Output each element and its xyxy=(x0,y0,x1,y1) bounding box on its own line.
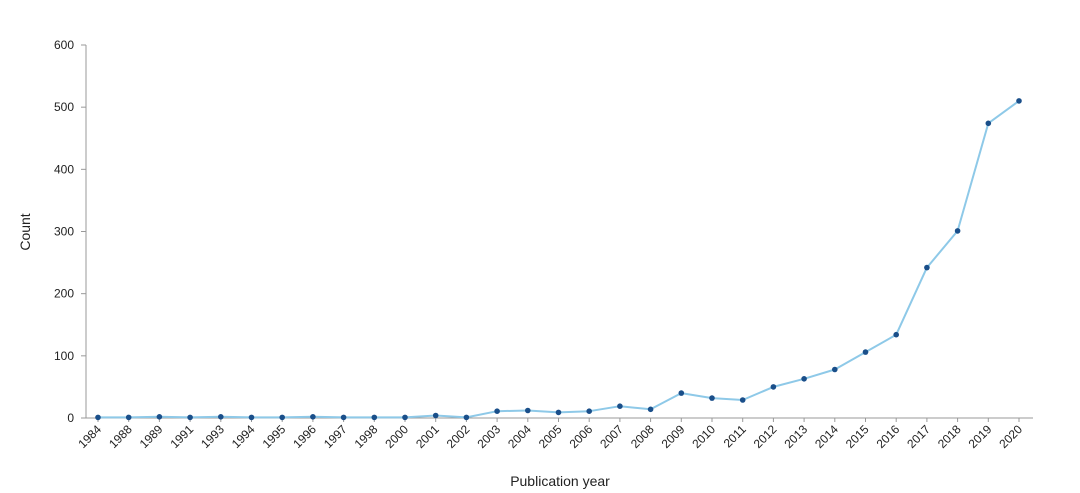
x-tick-label: 2004 xyxy=(505,422,534,451)
x-tick-label: 2019 xyxy=(966,422,995,451)
data-point xyxy=(310,414,316,420)
data-point xyxy=(187,414,193,421)
x-tick-label: 1996 xyxy=(290,422,319,451)
data-point xyxy=(525,407,531,414)
data-point xyxy=(678,390,685,396)
x-tick-label: 2002 xyxy=(444,422,473,451)
x-tick-label: 2005 xyxy=(536,422,565,451)
x-tick-label: 2009 xyxy=(659,422,688,451)
data-point xyxy=(340,414,347,421)
x-tick-label: 2016 xyxy=(874,422,903,451)
y-tick-label: 600 xyxy=(54,38,74,52)
data-point xyxy=(586,408,592,415)
data-point xyxy=(156,414,163,420)
x-tick-label: 2000 xyxy=(382,422,411,451)
data-point xyxy=(985,120,992,127)
data-point xyxy=(432,412,439,419)
data-point xyxy=(95,414,101,421)
x-tick-label: 2015 xyxy=(843,422,872,451)
x-tick-label: 2008 xyxy=(628,422,657,451)
y-tick-label: 400 xyxy=(54,162,74,176)
x-tick-label: 1988 xyxy=(106,422,135,451)
x-tick-label: 1998 xyxy=(352,422,381,451)
axes xyxy=(85,45,1033,419)
x-tick-label: 2010 xyxy=(689,422,718,451)
data-point xyxy=(954,228,961,234)
data-point xyxy=(893,331,899,338)
y-axis-title: Count xyxy=(17,213,33,250)
x-tick-label: 2014 xyxy=(812,422,841,451)
x-tick-label: 1991 xyxy=(167,422,196,451)
x-tick-label: 2013 xyxy=(781,422,810,451)
y-tick-label: 200 xyxy=(54,287,74,301)
y-tick-label: 0 xyxy=(67,411,74,425)
data-point xyxy=(770,384,777,390)
data-point xyxy=(1016,98,1022,104)
x-tick-label: 2020 xyxy=(996,422,1025,451)
series-line xyxy=(98,100,1020,419)
x-tick-label: 1997 xyxy=(321,422,350,451)
x-tick-label: 2006 xyxy=(567,422,596,451)
x-axis-title: Publication year xyxy=(510,473,610,489)
data-point xyxy=(862,349,869,355)
data-point xyxy=(739,397,746,403)
x-tick-label: 1994 xyxy=(229,422,258,451)
data-point xyxy=(924,264,930,271)
data-point xyxy=(279,414,286,421)
x-tick-label: 2018 xyxy=(935,422,964,451)
data-point xyxy=(248,414,255,421)
x-tick-label: 1993 xyxy=(198,422,227,451)
data-point xyxy=(494,408,500,415)
x-tick-label: 1984 xyxy=(75,422,104,451)
data-point xyxy=(617,403,623,410)
y-tick-label: 100 xyxy=(54,349,74,363)
y-tick-label: 500 xyxy=(54,100,74,114)
x-tick-label: 1989 xyxy=(137,422,166,451)
y-axis-ticks: 0 100 200 300 400 500 600 xyxy=(54,38,86,425)
data-point xyxy=(218,414,224,420)
x-tick-label: 2003 xyxy=(474,422,503,451)
x-tick-label: 2001 xyxy=(413,422,442,451)
x-axis-ticks: 1984 1988 1989 1991 1993 1994 1995 1996 1997 1998… xyxy=(75,418,1025,451)
data-point xyxy=(709,395,715,401)
data-point xyxy=(647,406,654,413)
x-tick-label: 2012 xyxy=(751,422,780,451)
data-point xyxy=(555,409,562,416)
data-point xyxy=(832,366,838,373)
x-tick-label: 1995 xyxy=(260,422,289,451)
y-tick-label: 300 xyxy=(54,225,74,239)
data-point xyxy=(371,414,378,421)
x-tick-label: 2011 xyxy=(721,422,749,450)
data-point xyxy=(801,376,807,382)
data-point xyxy=(463,414,470,421)
data-markers xyxy=(95,98,1022,421)
data-point xyxy=(125,414,132,421)
x-tick-label: 2007 xyxy=(597,422,626,451)
data-point xyxy=(402,414,408,421)
x-tick-label: 2017 xyxy=(904,422,933,451)
